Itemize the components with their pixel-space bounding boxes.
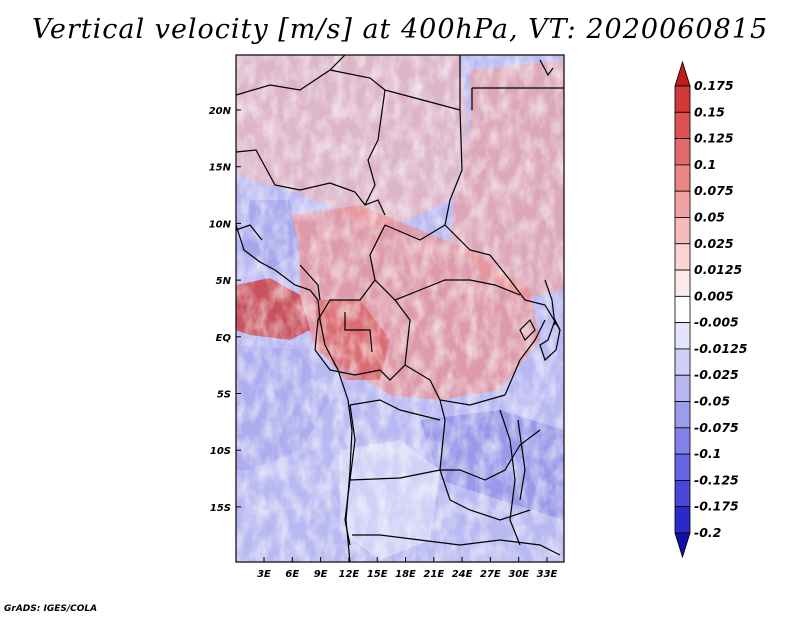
velocity-field [236, 55, 564, 562]
lon-tick-label: 18E [395, 569, 416, 580]
lon-tick-label: 9E [314, 569, 328, 580]
colorbar-label: 0.0125 [694, 262, 743, 277]
lon-tick-label: 21E [423, 569, 444, 580]
colorbar-label: -0.075 [694, 420, 739, 435]
colorbar-swatch [674, 427, 691, 455]
colorbar-swatch [674, 269, 691, 297]
longitude-axis: 3E 6E 9E 12E 15E 18E 21E 24E 27E 30E 33E [257, 557, 558, 580]
colorbar-label: -0.0125 [694, 341, 748, 356]
lon-tick-label: 12E [339, 569, 360, 580]
colorbar-label: -0.2 [694, 525, 721, 540]
lat-tick-label: 20N [209, 106, 232, 117]
colorbar-label: 0.175 [694, 78, 734, 93]
country-borders [236, 55, 564, 562]
chart-title: Vertical velocity [m/s] at 400hPa, VT: 2… [31, 14, 769, 45]
lon-tick-label: 30E [508, 569, 529, 580]
colorbar-label: 0.075 [694, 183, 734, 198]
colorbar-label: -0.125 [694, 472, 739, 487]
colorbar-label: 0.1 [694, 157, 716, 172]
colorbar-swatch [674, 453, 691, 481]
lon-tick-label: 27E [480, 569, 501, 580]
colorbar-label: 0.125 [694, 131, 734, 146]
colorbar: 0.175 0.15 0.125 0.1 0.075 0.05 0.025 0.0125 0.0… [674, 60, 748, 559]
map-frame [235, 54, 565, 563]
colorbar-swatch [674, 243, 691, 271]
lon-tick-label: 24E [452, 569, 473, 580]
colorbar-swatch [674, 374, 691, 402]
lon-tick-label: 15E [367, 569, 388, 580]
colorbar-swatch [674, 532, 691, 559]
colorbar-swatch [674, 85, 691, 113]
colorbar-label: 0.05 [694, 209, 725, 224]
colorbar-label: -0.1 [694, 446, 721, 461]
colorbar-swatch [674, 506, 691, 534]
colorbar-swatch [674, 217, 691, 245]
lat-tick-label: 5N [216, 276, 232, 287]
colorbar-label: 0.005 [694, 288, 734, 303]
colorbar-swatch [674, 190, 691, 218]
colorbar-label: -0.005 [694, 315, 739, 330]
colorbar-swatch [674, 348, 691, 376]
lon-tick-label: 6E [285, 569, 299, 580]
lat-tick-label: 10N [209, 219, 232, 230]
colorbar-label: 0.15 [694, 104, 725, 119]
colorbar-swatch [674, 60, 691, 87]
colorbar-swatch [674, 480, 691, 508]
lon-tick-label: 3E [257, 569, 271, 580]
lat-tick-label: 15S [210, 503, 231, 514]
latitude-axis: 20N 15N 10N 5N EQ 5S 10S 15S [209, 106, 241, 514]
lat-tick-label: 15N [209, 163, 232, 174]
colorbar-swatch [674, 295, 691, 324]
colorbar-label: 0.025 [694, 236, 734, 251]
lat-tick-label: EQ [216, 333, 232, 344]
colorbar-label: -0.05 [694, 394, 730, 409]
lat-tick-label: 5S [217, 390, 231, 401]
colorbar-swatch [674, 111, 691, 139]
lat-tick-label: 10S [210, 446, 231, 457]
lon-tick-label: 33E [537, 569, 558, 580]
colorbar-swatch [674, 401, 691, 429]
colorbar-swatch [674, 164, 691, 192]
colorbar-swatch [674, 138, 691, 166]
footer-credit: GrADS: IGES/COLA [4, 604, 98, 614]
colorbar-label: -0.025 [694, 367, 739, 382]
colorbar-swatch [674, 322, 691, 350]
colorbar-label: -0.175 [694, 499, 739, 514]
